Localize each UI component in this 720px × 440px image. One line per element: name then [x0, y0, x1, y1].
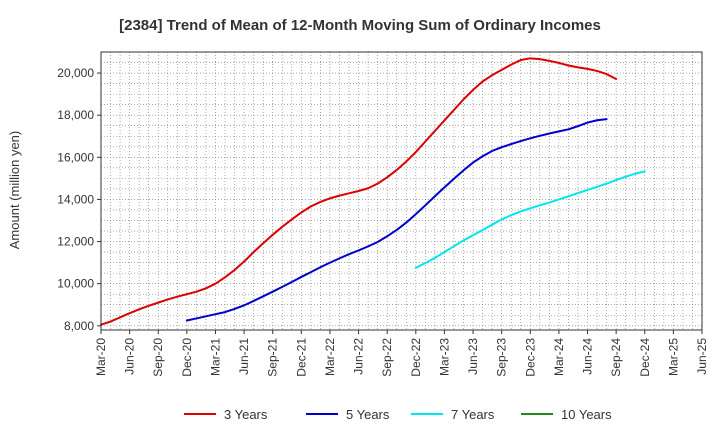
legend-label-10-years: 10 Years: [561, 407, 612, 422]
x-tick-label: Sep-23: [495, 338, 509, 377]
chart-title: [2384] Trend of Mean of 12-Month Moving …: [119, 17, 601, 34]
x-tick-label: Jun-21: [237, 338, 251, 375]
x-tick-label: Dec-21: [294, 338, 308, 377]
x-tick-label: Sep-20: [151, 338, 165, 377]
plot-area: [101, 52, 702, 330]
y-tick-label: 20,000: [57, 66, 94, 80]
legend-label-3-years: 3 Years: [224, 407, 268, 422]
x-tick-label: Jun-22: [352, 338, 366, 375]
x-tick-label: Mar-21: [208, 338, 222, 376]
x-tick-label: Jun-20: [123, 338, 137, 375]
x-tick-label: Mar-25: [666, 338, 680, 376]
series-line-5-years: [185, 118, 608, 322]
series-line-7-years: [414, 170, 646, 269]
x-tick-label: Dec-20: [180, 338, 194, 377]
x-tick-label: Jun-23: [466, 338, 480, 375]
x-tick-label: Mar-20: [94, 338, 108, 376]
x-tick-label: Sep-22: [380, 338, 394, 377]
x-tick-label: Dec-22: [409, 338, 423, 377]
x-tick-label: Mar-24: [552, 338, 566, 376]
x-tick-label: Mar-23: [437, 338, 451, 376]
legend-label-5-years: 5 Years: [346, 407, 390, 422]
series-layer: [100, 57, 646, 326]
legend-label-7-years: 7 Years: [451, 407, 495, 422]
grid-layer: [100, 51, 703, 330]
y-tick-label: 16,000: [57, 150, 94, 164]
series-line-3-years: [100, 57, 618, 326]
y-tick-label: 18,000: [57, 108, 94, 122]
y-axis-label: Amount (million yen): [7, 131, 22, 250]
x-tick-label: Dec-23: [523, 338, 537, 377]
x-tick-label: Jun-24: [581, 338, 595, 375]
y-tick-label: 12,000: [57, 235, 94, 249]
x-tick-label: Sep-24: [609, 338, 623, 377]
axis-layer: 8,000 10,000 12,000 14,000 16,000 18,000 20,00…: [57, 51, 709, 377]
plot-frame: [100, 51, 703, 331]
x-tick-label: Mar-22: [323, 338, 337, 376]
y-tick-label: 8,000: [64, 319, 94, 333]
x-tick-label: Sep-21: [266, 338, 280, 377]
y-tick-label: 10,000: [57, 277, 94, 291]
legend: 3 Years 5 Years 7 Years 10 Years: [184, 407, 612, 422]
x-tick-label: Dec-24: [638, 338, 652, 377]
x-tick-label: Jun-25: [695, 338, 709, 375]
y-tick-label: 14,000: [57, 192, 94, 206]
